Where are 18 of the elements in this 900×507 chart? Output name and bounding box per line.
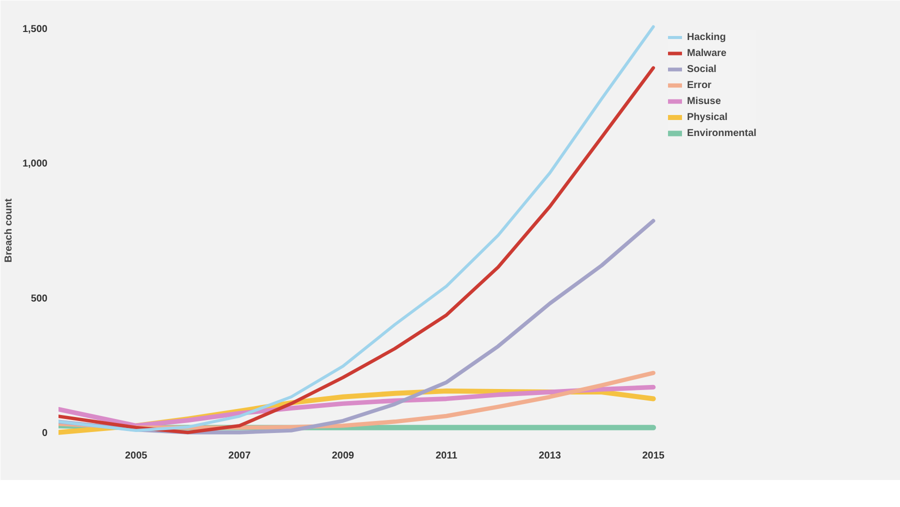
legend-label: Misuse [687, 94, 721, 108]
y-tick-label: 0 [42, 428, 48, 439]
x-tick-label: 2009 [332, 450, 355, 462]
x-tick-label: 2011 [436, 450, 458, 462]
legend-label: Social [687, 62, 716, 76]
legend-label: Malware [687, 46, 726, 60]
legend-label: Environmental [687, 126, 756, 140]
x-tick-label: 2005 [124, 450, 148, 462]
y-tick-label: 1,000 [22, 158, 48, 170]
legend-label: Hacking [687, 30, 726, 44]
legend-label: Physical [687, 110, 728, 124]
y-tick-label: 500 [30, 293, 48, 304]
x-tick-label: 2013 [538, 450, 562, 462]
y-tick-label: 1,500 [22, 24, 48, 36]
legend-label: Error [687, 78, 712, 92]
x-tick-label: 2015 [642, 450, 665, 462]
y-axis-title: Breach count [3, 198, 14, 262]
x-tick-label: 2007 [228, 450, 252, 462]
